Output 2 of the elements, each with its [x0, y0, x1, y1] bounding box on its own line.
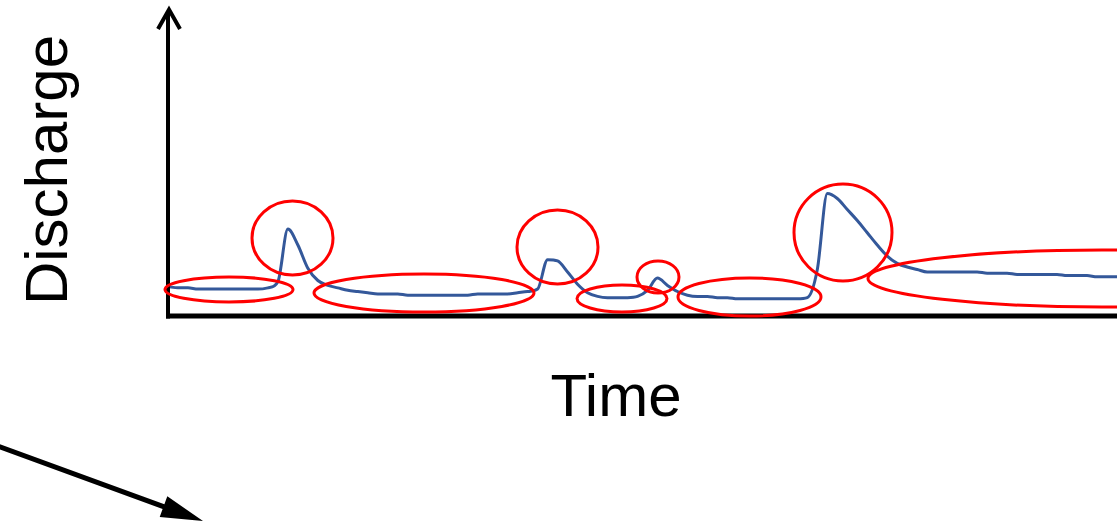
x-axis-title: Time — [550, 361, 682, 429]
y-axis-title: Discharge — [12, 34, 80, 306]
